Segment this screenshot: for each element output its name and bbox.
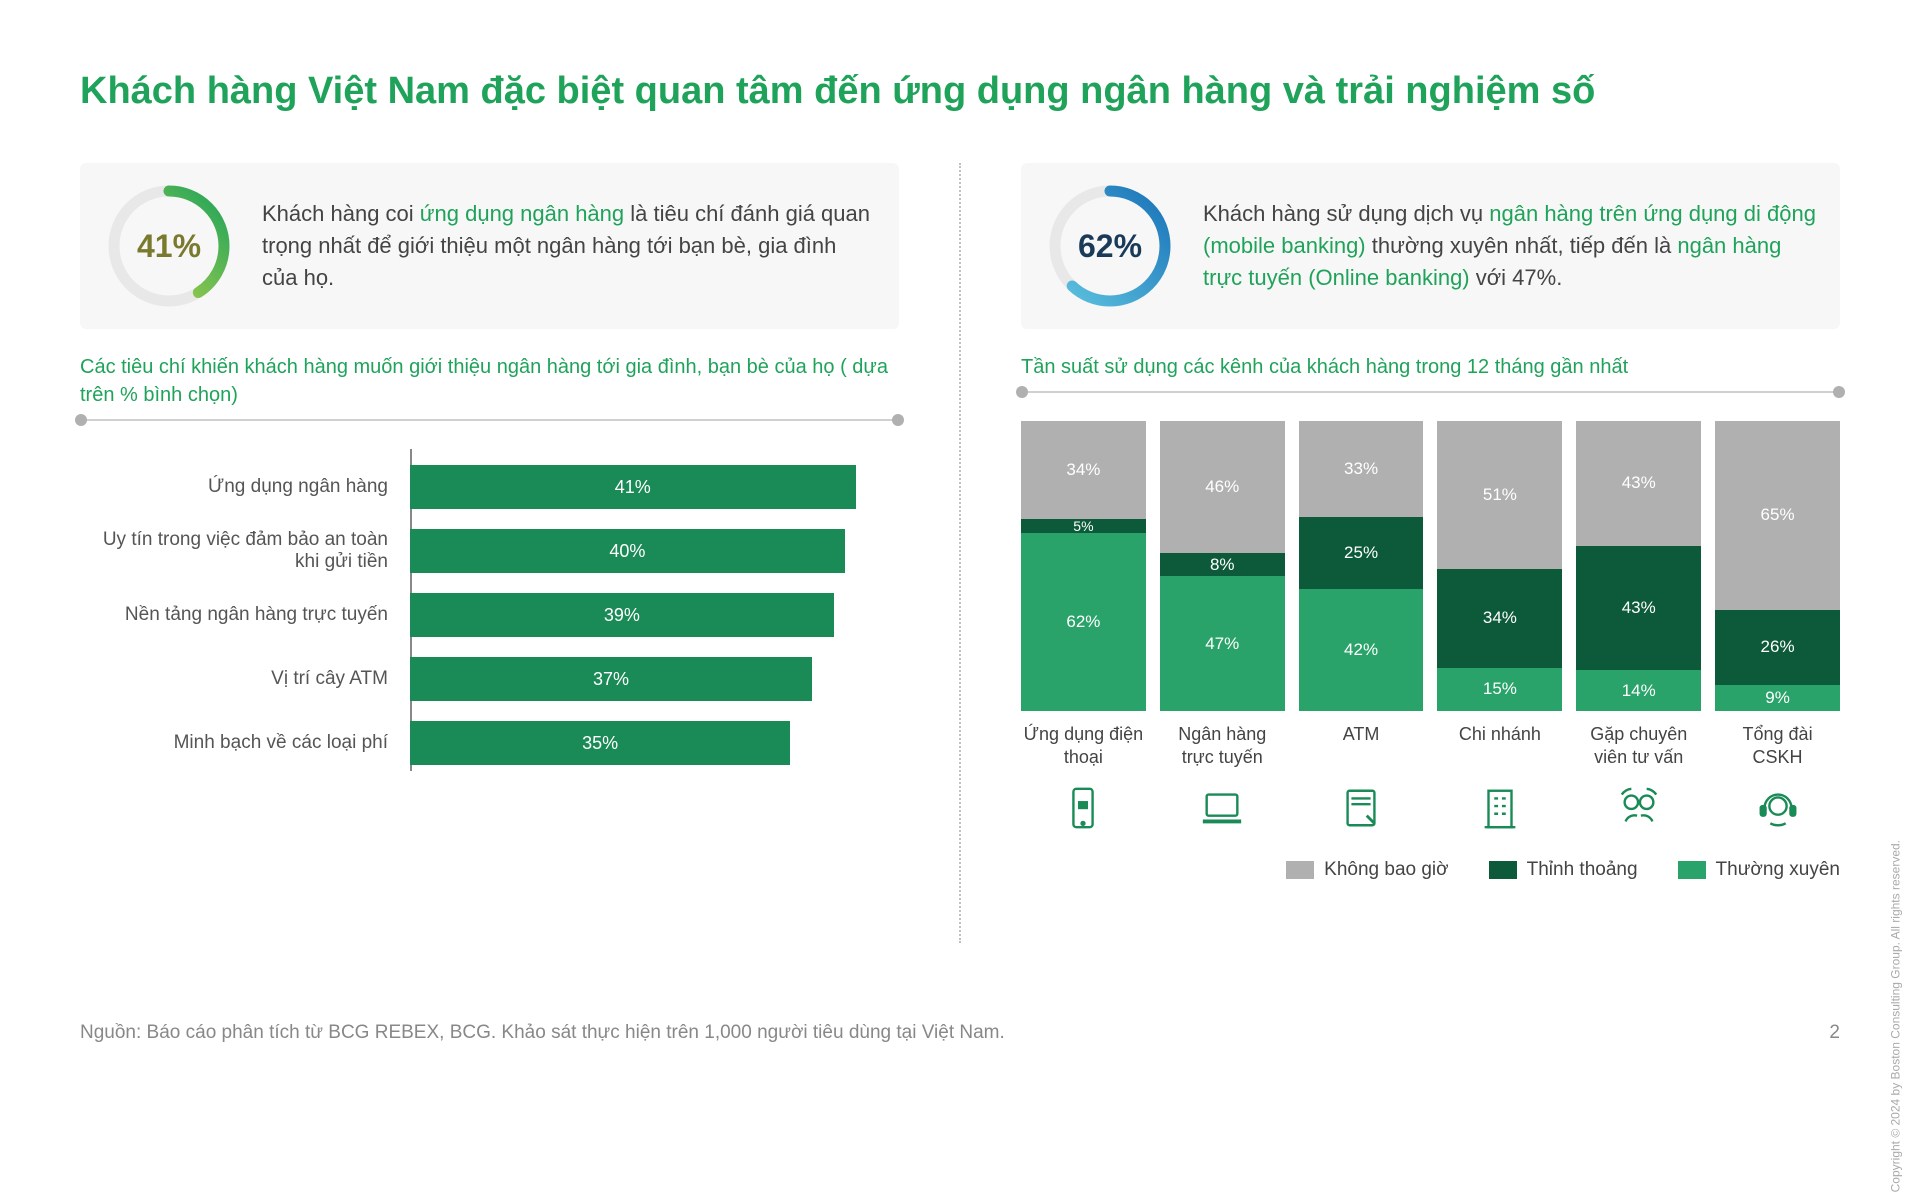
stacked-category-label: Chi nhánh	[1437, 723, 1562, 771]
hbar-row: Uy tín trong việc đảm bảo an toàn khi gử…	[410, 523, 899, 579]
hbar-bar: 37%	[410, 657, 812, 701]
legend: Không bao giờ Thỉnh thoảng Thường xuyên	[1021, 859, 1840, 881]
stacked-column: 15%34%51%	[1437, 421, 1562, 711]
hbar-bar: 40%	[410, 529, 845, 573]
hbar-row: Ứng dụng ngân hàng41%	[410, 459, 899, 515]
two-column-layout: 41% Khách hàng coi ứng dụng ngân hàng là…	[80, 163, 1840, 943]
stacked-segment-never: 65%	[1715, 421, 1840, 610]
page-title: Khách hàng Việt Nam đặc biệt quan tâm đế…	[80, 70, 1840, 113]
right-rule	[1021, 391, 1840, 393]
stacked-segment-sometimes: 5%	[1021, 519, 1146, 533]
left-donut-pct: 41%	[104, 181, 234, 311]
copyright: Copyright © 2024 by Boston Consulting Gr…	[1888, 840, 1902, 1192]
hbar-row: Vị trí cây ATM37%	[410, 651, 899, 707]
left-subtitle: Các tiêu chí khiến khách hàng muốn giới …	[80, 353, 899, 409]
stacked-chart: 62%5%34%47%8%46%42%25%33%15%34%51%14%43%…	[1021, 421, 1840, 711]
hbar-row: Nền tảng ngân hàng trực tuyến39%	[410, 587, 899, 643]
left-stat-card: 41% Khách hàng coi ứng dụng ngân hàng là…	[80, 163, 899, 329]
left-highlight: ứng dụng ngân hàng	[420, 201, 624, 226]
legend-item: Không bao giờ	[1286, 859, 1448, 881]
advisor-icon	[1576, 785, 1701, 831]
stacked-segment-never: 34%	[1021, 421, 1146, 519]
stacked-labels: Ứng dụng điện thoại Ngân hàng trực tuyến A…	[1021, 723, 1840, 771]
stacked-category-label: ATM	[1299, 723, 1424, 771]
legend-item: Thường xuyên	[1678, 859, 1840, 881]
stacked-segment-never: 33%	[1299, 421, 1424, 517]
stacked-column: 42%25%33%	[1299, 421, 1424, 711]
left-donut: 41%	[104, 181, 234, 311]
right-donut-pct: 62%	[1045, 181, 1175, 311]
laptop-icon	[1160, 785, 1285, 831]
stacked-segment-often: 14%	[1576, 670, 1701, 711]
stacked-segment-never: 43%	[1576, 421, 1701, 546]
hbar-chart: Ứng dụng ngân hàng41%Uy tín trong việc đ…	[80, 449, 899, 771]
headset-icon	[1715, 785, 1840, 831]
legend-swatch	[1286, 861, 1314, 879]
hbar-label: Vị trí cây ATM	[80, 668, 400, 690]
stacked-segment-sometimes: 26%	[1715, 610, 1840, 685]
left-column: 41% Khách hàng coi ứng dụng ngân hàng là…	[80, 163, 899, 943]
stacked-segment-often: 62%	[1021, 533, 1146, 711]
building-icon	[1437, 785, 1562, 831]
hbar-label: Ứng dụng ngân hàng	[80, 476, 400, 498]
hbar-bar: 41%	[410, 465, 856, 509]
right-stat-text: Khách hàng sử dụng dịch vụ ngân hàng trê…	[1203, 198, 1816, 294]
channel-icons	[1021, 785, 1840, 831]
stacked-segment-often: 47%	[1160, 576, 1285, 711]
hbar-bar: 35%	[410, 721, 790, 765]
hbar-row: Minh bạch về các loại phí35%	[410, 715, 899, 771]
page-number: 2	[1829, 1022, 1840, 1044]
stacked-segment-often: 42%	[1299, 589, 1424, 711]
right-column: 62% Khách hàng sử dụng dịch vụ ngân hàng…	[1021, 163, 1840, 943]
stacked-segment-sometimes: 25%	[1299, 517, 1424, 590]
hbar-label: Minh bạch về các loại phí	[80, 732, 400, 754]
stacked-segment-never: 51%	[1437, 421, 1562, 569]
stacked-segment-sometimes: 34%	[1437, 569, 1562, 668]
stacked-column: 62%5%34%	[1021, 421, 1146, 711]
legend-label: Thỉnh thoảng	[1527, 859, 1638, 881]
right-stat-card: 62% Khách hàng sử dụng dịch vụ ngân hàng…	[1021, 163, 1840, 329]
stacked-segment-never: 46%	[1160, 421, 1285, 553]
hbar-label: Nền tảng ngân hàng trực tuyến	[80, 604, 400, 626]
stacked-segment-often: 9%	[1715, 685, 1840, 711]
stacked-category-label: Gặp chuyên viên tư vấn	[1576, 723, 1701, 771]
atm-icon	[1299, 785, 1424, 831]
stacked-column: 14%43%43%	[1576, 421, 1701, 711]
column-divider	[959, 163, 961, 943]
right-subtitle: Tần suất sử dụng các kênh của khách hàng…	[1021, 353, 1840, 381]
source-note: Nguồn: Báo cáo phân tích từ BCG REBEX, B…	[80, 1022, 1005, 1044]
stacked-category-label: Tổng đài CSKH	[1715, 723, 1840, 771]
phone-icon	[1021, 785, 1146, 831]
stacked-column: 47%8%46%	[1160, 421, 1285, 711]
left-rule	[80, 419, 899, 421]
legend-label: Thường xuyên	[1716, 859, 1840, 881]
stacked-column: 9%26%65%	[1715, 421, 1840, 711]
legend-label: Không bao giờ	[1324, 859, 1448, 881]
hbar-bar: 39%	[410, 593, 834, 637]
stacked-category-label: Ứng dụng điện thoại	[1021, 723, 1146, 771]
stacked-segment-often: 15%	[1437, 668, 1562, 712]
left-stat-text: Khách hàng coi ứng dụng ngân hàng là tiê…	[262, 198, 875, 294]
stacked-segment-sometimes: 43%	[1576, 546, 1701, 671]
stacked-category-label: Ngân hàng trực tuyến	[1160, 723, 1285, 771]
legend-item: Thỉnh thoảng	[1489, 859, 1638, 881]
right-donut: 62%	[1045, 181, 1175, 311]
stacked-segment-sometimes: 8%	[1160, 553, 1285, 576]
legend-swatch	[1489, 861, 1517, 879]
legend-swatch	[1678, 861, 1706, 879]
hbar-label: Uy tín trong việc đảm bảo an toàn khi gử…	[80, 529, 400, 573]
